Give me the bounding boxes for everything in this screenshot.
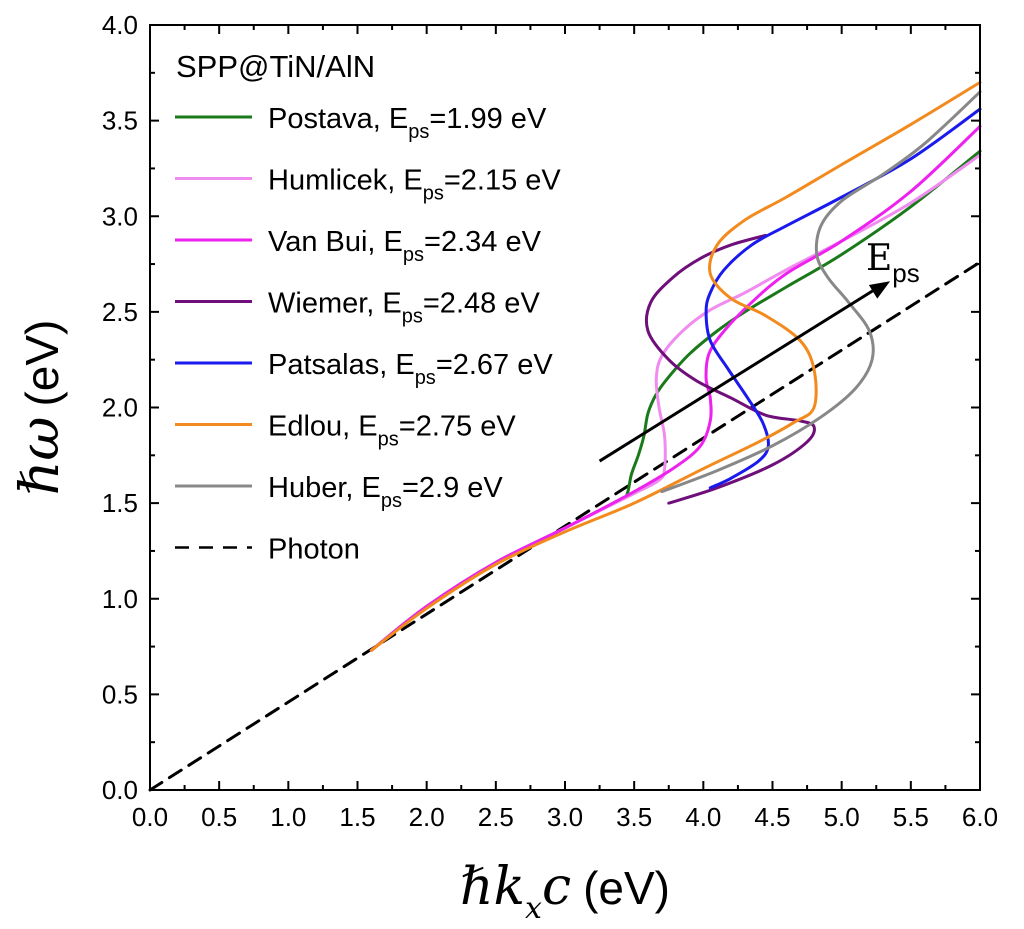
legend-label-prefix: Patsalas, E: [268, 349, 415, 381]
x-tick-label: 5.5: [893, 802, 929, 832]
legend-label-suffix: =2.15 eV: [444, 165, 562, 197]
x-axis-title-unit: (eV): [583, 862, 670, 914]
legend-label-prefix: Wiemer, E: [268, 288, 402, 320]
x-axis-title-k: k: [494, 857, 526, 917]
y-tick-label: 4.0: [102, 10, 138, 40]
series-line-edlou: [369, 80, 982, 652]
series-line-van-bui: [369, 124, 982, 652]
y-axis-title-unit: (eV): [16, 320, 68, 407]
x-tick-label: 4.0: [685, 802, 721, 832]
legend-label-suffix: =2.9 eV: [402, 472, 503, 504]
y-axis-title: ℏω (eV): [8, 320, 71, 496]
x-tick-label: 6.0: [962, 802, 998, 832]
x-tick-label: 5.0: [824, 802, 860, 832]
y-axis-title-symbol: ℏω: [8, 417, 71, 496]
legend-label-van-bui: Van Bui, Eps=2.34 eV: [268, 226, 542, 266]
x-axis-title: ℏkxc (eV): [460, 857, 670, 926]
eps-annotation-sub: ps: [892, 258, 919, 288]
legend-label-sub: ps: [403, 244, 424, 266]
legend-label-patsalas: Patsalas, Eps=2.67 eV: [268, 349, 553, 389]
annotation-layer: Eps: [598, 238, 920, 463]
legend-label-sub: ps: [381, 490, 402, 512]
x-tick-label: 0.0: [132, 802, 168, 832]
series-line-photon: [148, 260, 982, 792]
legend-label-suffix: =2.75 eV: [399, 411, 517, 443]
eps-annotation-main: E: [866, 238, 892, 279]
legend-label-humlicek: Humlicek, Eps=2.15 eV: [268, 165, 561, 205]
y-tick-label: 0.0: [102, 775, 138, 805]
x-tick-label: 4.5: [754, 802, 790, 832]
y-tick-label: 2.0: [102, 393, 138, 423]
y-tick-label: 1.0: [102, 584, 138, 614]
y-tick-label: 3.5: [102, 106, 138, 136]
series-line-wiemer: [644, 233, 816, 505]
legend-label-prefix: Postava, E: [268, 103, 408, 135]
series-line-patsalas: [704, 107, 982, 490]
x-axis-title-hbar: ℏ: [460, 857, 494, 917]
legend-label-postava: Postava, Eps=1.99 eV: [268, 103, 547, 143]
x-tick-label: 2.0: [409, 802, 445, 832]
legend-label-suffix: =2.34 eV: [424, 226, 542, 258]
series-line-huber: [660, 90, 982, 494]
x-axis-title-c: c: [542, 857, 571, 917]
eps-arrow-shaft: [598, 285, 881, 463]
legend-label-prefix: Photon: [268, 534, 360, 566]
x-tick-label: 1.5: [339, 802, 375, 832]
legend-title: SPP@TiN/AlN: [176, 49, 375, 84]
x-tick-label: 3.0: [547, 802, 583, 832]
legend-label-sub: ps: [415, 367, 436, 389]
y-tick-label: 0.5: [102, 679, 138, 709]
y-tick-label: 2.5: [102, 297, 138, 327]
legend-label-suffix: =1.99 eV: [429, 103, 547, 135]
legend-label-prefix: Humlicek, E: [268, 165, 423, 197]
x-tick-label: 3.5: [616, 802, 652, 832]
x-tick-label: 1.0: [270, 802, 306, 832]
legend-label-prefix: Huber, E: [268, 472, 381, 504]
legend-label-huber: Huber, Eps=2.9 eV: [268, 472, 503, 512]
legend-label-photon: Photon: [268, 534, 360, 566]
legend-label-suffix: =2.48 eV: [423, 288, 541, 320]
axes: 0.0 0.5 1.0 1.5 2.0 2.5 3.0 3.5 4.0 4.5 5.0 5.5 6.0 0…: [8, 10, 998, 926]
legend-label-suffix: =2.67 eV: [436, 349, 554, 381]
legend-label-sub: ps: [378, 429, 399, 451]
legend-label-sub: ps: [423, 183, 444, 205]
legend-label-prefix: Edlou, E: [268, 411, 378, 443]
eps-arrow-head: [868, 281, 891, 299]
legend-label-wiemer: Wiemer, Eps=2.48 eV: [268, 288, 540, 328]
x-tick-label: 0.5: [201, 802, 237, 832]
legend-label-prefix: Van Bui, E: [268, 226, 403, 258]
plot-frame: [149, 24, 981, 791]
legend-label-sub: ps: [402, 306, 423, 328]
eps-annotation-label: Eps: [866, 238, 920, 288]
x-tick-label: 2.5: [478, 802, 514, 832]
x-axis-title-sub: x: [525, 891, 542, 926]
legend-label-sub: ps: [408, 121, 429, 143]
legend-label-edlou: Edlou, Eps=2.75 eV: [268, 411, 516, 451]
y-tick-label: 1.5: [102, 488, 138, 518]
y-tick-label: 3.0: [102, 201, 138, 231]
